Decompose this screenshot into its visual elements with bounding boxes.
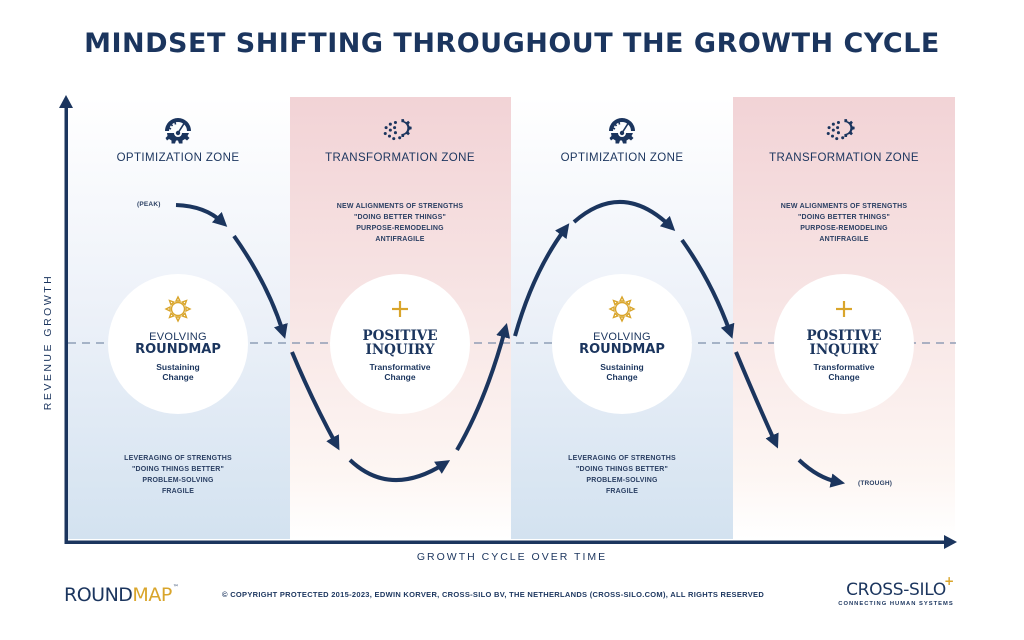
x-axis-label: GROWTH CYCLE OVER TIME [416,551,608,563]
speedometer-gear-icon [609,118,635,144]
description-line: ANTIFRAGILE [375,236,425,243]
circle-line1: POSITIVE [806,328,882,344]
partner-name: CROSS-SILO [846,580,946,600]
circle-line1: POSITIVE [362,328,438,344]
description-line: LEVERAGING OF STRENGTHS [568,455,676,462]
circle-sub2: Change [384,372,416,382]
description-line: LEVERAGING OF STRENGTHS [124,455,232,462]
zone-description-optimization-2: LEVERAGING OF STRENGTHS "DOING THINGS BE… [511,453,733,497]
plus-icon [836,301,852,317]
circle-positive-inquiry-1: POSITIVE INQUIRY Transformative Change [330,274,470,414]
description-line: "DOING BETTER THINGS" [797,214,891,221]
circle-line2: INQUIRY [809,342,879,358]
description-line: "DOING BETTER THINGS" [353,214,447,221]
circle-evolving-roundmap-1: EVOLVING ROUNDMAP Sustaining Change [108,274,248,414]
description-line: PROBLEM-SOLVING [586,477,658,484]
speedometer-gear-icon [165,118,191,144]
zone-description-transformation-1: NEW ALIGNMENTS OF STRENGTHS "DOING BETTE… [289,201,511,245]
circle-sub2: Change [828,372,860,382]
dots-gear-icon [383,119,412,141]
circle-sub2: Change [162,372,194,382]
dots-gear-icon [826,119,855,141]
logo-text-round: ROUND [64,584,133,606]
circle-line1: EVOLVING [149,331,207,343]
description-line: ANTIFRAGILE [819,236,869,243]
description-line: NEW ALIGNMENTS OF STRENGTHS [336,203,464,210]
plus-icon: + [944,574,954,588]
circle-evolving-roundmap-2: EVOLVING ROUNDMAP Sustaining Change [552,274,692,414]
zone-label-optimization-2: OPTIMIZATION ZONE [560,152,684,164]
circle-sub1: Sustaining [600,362,644,372]
circle-line2: ROUNDMAP [579,342,665,357]
copyright-notice: © COPYRIGHT PROTECTED 2015-2023, EDWIN K… [222,590,765,599]
description-line: PURPOSE-REMODELING [800,225,888,232]
peak-marker: (PEAK) [137,201,161,208]
description-line: PROBLEM-SOLVING [142,477,214,484]
y-axis-label: REVENUE GROWTH [42,273,54,411]
logo-text-map: MAP [132,584,172,606]
trademark-symbol: ™ [172,584,179,591]
partner-tagline: CONNECTING HUMAN SYSTEMS [838,601,954,607]
circle-line2: INQUIRY [365,342,435,358]
circle-sub1: Transformative [369,362,431,372]
description-line: FRAGILE [161,488,195,495]
zone-label-transformation-2: TRANSFORMATION ZONE [769,152,919,164]
circle-line2: ROUNDMAP [135,342,221,357]
description-line: "DOING THINGS BETTER" [131,466,225,473]
description-line: FRAGILE [605,488,639,495]
cross-silo-logo: CROSS-SILO + CONNECTING HUMAN SYSTEMS [834,574,958,607]
plus-icon [392,301,408,317]
zone-description-optimization-1: LEVERAGING OF STRENGTHS "DOING THINGS BE… [67,453,289,497]
zone-description-transformation-2: NEW ALIGNMENTS OF STRENGTHS "DOING BETTE… [733,201,955,245]
zone-label-optimization-1: OPTIMIZATION ZONE [116,152,240,164]
circle-sub1: Transformative [813,362,875,372]
description-line: "DOING THINGS BETTER" [575,466,669,473]
description-line: NEW ALIGNMENTS OF STRENGTHS [780,203,908,210]
description-line: PURPOSE-REMODELING [356,225,444,232]
circle-positive-inquiry-2: POSITIVE INQUIRY Transformative Change [774,274,914,414]
diagram-title: MINDSET SHIFTING THROUGHOUT THE GROWTH C… [84,28,940,59]
sun-icon [164,295,192,323]
circle-sub1: Sustaining [156,362,200,372]
sun-icon [608,295,636,323]
trough-marker: (TROUGH) [858,480,893,487]
circle-sub2: Change [606,372,638,382]
roundmap-logo: ROUNDMAP™ [64,584,179,606]
zone-label-transformation-1: TRANSFORMATION ZONE [325,152,475,164]
circle-line1: EVOLVING [593,331,651,343]
